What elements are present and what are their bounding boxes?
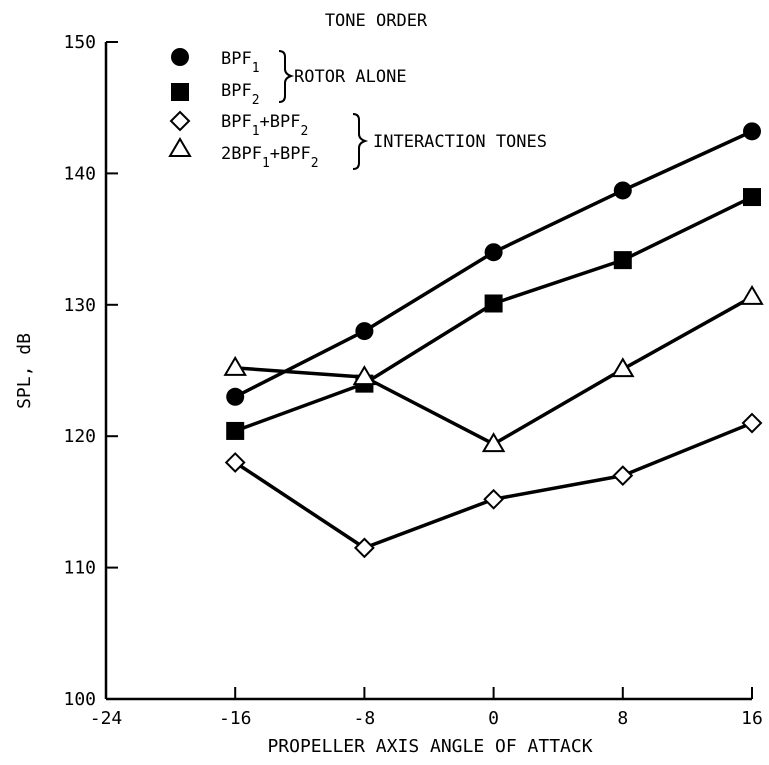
- x-tick-label: -24: [90, 708, 123, 729]
- data-point-series-1: [613, 251, 632, 270]
- legend-label-bpf1-plus-bpf2: BPF1+BPF2: [221, 112, 308, 139]
- y-tick-label: 150: [63, 32, 96, 53]
- legend-marker-bpf1-plus-bpf2: [169, 110, 191, 132]
- legend: TONE ORDER BPF1 BPF2 BPF1+BPF2 2BPF1+BPF…: [168, 11, 547, 171]
- legend-marker-2bpf1-plus-bpf2: [168, 137, 192, 157]
- series-line-0: [234, 129, 753, 399]
- data-point-series-0: [613, 181, 632, 200]
- y-tick-label: 130: [63, 295, 96, 316]
- legend-label-part: +BPF: [270, 144, 311, 164]
- data-point-series-2: [224, 452, 246, 473]
- y-tick-label: 100: [63, 689, 96, 710]
- data-point-series-3: [223, 355, 247, 376]
- y-tick-label: 120: [63, 426, 96, 447]
- data-point-series-0: [484, 243, 503, 262]
- legend-marker-bpf2: [171, 83, 189, 101]
- data-point-series-3: [352, 365, 377, 386]
- series-markers: [223, 122, 764, 559]
- data-point-series-1: [484, 294, 503, 313]
- legend-brace-interaction-tones: [352, 113, 369, 170]
- data-point-series-0: [355, 322, 374, 341]
- legend-label-sub: 1: [262, 156, 270, 171]
- data-point-series-2: [612, 465, 634, 487]
- x-tick-label: -8: [354, 708, 376, 729]
- x-tick-label: 0: [488, 708, 499, 729]
- y-tick-label: 140: [63, 163, 96, 184]
- x-tick-label: 16: [741, 708, 763, 729]
- data-point-series-3: [611, 357, 635, 378]
- data-point-series-0: [226, 387, 245, 406]
- legend-label-part: +BPF: [260, 112, 301, 132]
- x-axis-label: PROPELLER AXIS ANGLE OF ATTACK: [267, 736, 592, 757]
- legend-label-bpf1-sub: 1: [252, 61, 260, 76]
- legend-group-rotor-alone: ROTOR ALONE: [294, 67, 407, 87]
- y-axis-label: SPL, dB: [14, 333, 35, 409]
- data-point-series-0: [743, 122, 761, 141]
- data-point-series-1: [226, 421, 245, 440]
- legend-label-bpf2-sub: 2: [252, 93, 260, 108]
- legend-group-interaction-tones: INTERACTION TONES: [373, 132, 547, 152]
- data-point-series-3: [740, 284, 764, 305]
- axes: [104, 42, 752, 701]
- legend-marker-bpf1: [171, 48, 189, 66]
- legend-label-sub: 2: [301, 124, 309, 139]
- legend-label-bpf2-main: BPF: [221, 81, 252, 101]
- legend-title: TONE ORDER: [325, 11, 428, 31]
- legend-label-sub: 2: [311, 156, 319, 171]
- series-line-3: [235, 295, 753, 446]
- legend-label-sub: 1: [252, 124, 260, 139]
- data-point-series-1: [743, 188, 761, 207]
- legend-brace-rotor-alone: [278, 50, 295, 103]
- y-tick-label: 110: [63, 558, 96, 579]
- legend-label-bpf1: BPF1: [221, 49, 260, 76]
- legend-label-part: 2BPF: [221, 144, 262, 164]
- data-point-series-2: [741, 412, 763, 434]
- series-lines: [234, 129, 753, 550]
- x-tick-label: 8: [617, 708, 628, 729]
- data-point-series-3: [481, 432, 506, 453]
- data-point-series-2: [483, 488, 505, 510]
- legend-label-2bpf1-plus-bpf2: 2BPF1+BPF2: [221, 144, 319, 171]
- series-line-1: [234, 195, 753, 433]
- ticks: -24 -16 -8 0 8 16 100 110 120 130 140 150: [63, 32, 762, 729]
- legend-label-bpf2: BPF2: [221, 81, 260, 108]
- x-tick-label: -16: [219, 708, 252, 729]
- legend-label-part: BPF: [221, 112, 252, 132]
- legend-label-bpf1-main: BPF: [221, 49, 252, 69]
- data-point-series-2: [353, 537, 375, 559]
